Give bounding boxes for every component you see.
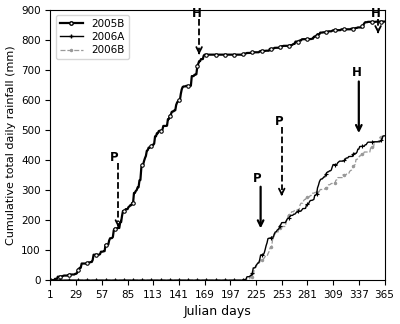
2006B	[366, 150, 371, 154]
2006A	[381, 134, 386, 138]
Y-axis label: Cumulative total daily rainfall (mm): Cumulative total daily rainfall (mm)	[6, 45, 16, 245]
Text: H: H	[192, 7, 202, 20]
2005B	[48, 278, 53, 282]
2006B	[140, 278, 145, 282]
Text: H: H	[352, 66, 361, 79]
X-axis label: Julian days: Julian days	[184, 306, 251, 318]
Text: P: P	[110, 151, 119, 164]
2006A	[119, 278, 124, 282]
2006B	[380, 134, 385, 138]
2005B	[183, 85, 188, 88]
2006A	[366, 140, 371, 144]
Text: P: P	[253, 171, 262, 185]
2006A	[382, 134, 387, 138]
2006B	[382, 134, 387, 138]
2006B	[181, 278, 186, 282]
Text: P: P	[274, 115, 283, 128]
2005B	[119, 220, 124, 224]
2005B	[181, 85, 186, 88]
2006A	[183, 278, 188, 282]
Line: 2005B: 2005B	[49, 20, 386, 282]
2005B	[140, 163, 145, 167]
2005B	[382, 20, 387, 24]
Legend: 2005B, 2006A, 2006B: 2005B, 2006A, 2006B	[56, 15, 129, 59]
Line: 2006B: 2006B	[48, 134, 386, 282]
2006A	[48, 278, 53, 282]
2006B	[119, 278, 124, 282]
2006A	[181, 278, 186, 282]
Line: 2006A: 2006A	[48, 133, 387, 283]
2005B	[378, 20, 383, 24]
2006B	[183, 278, 188, 282]
2005B	[334, 28, 339, 32]
2006A	[140, 278, 145, 282]
2006B	[334, 178, 339, 182]
Text: H: H	[371, 7, 381, 20]
2006A	[334, 163, 339, 167]
2006B	[48, 278, 53, 282]
2005B	[366, 20, 371, 24]
